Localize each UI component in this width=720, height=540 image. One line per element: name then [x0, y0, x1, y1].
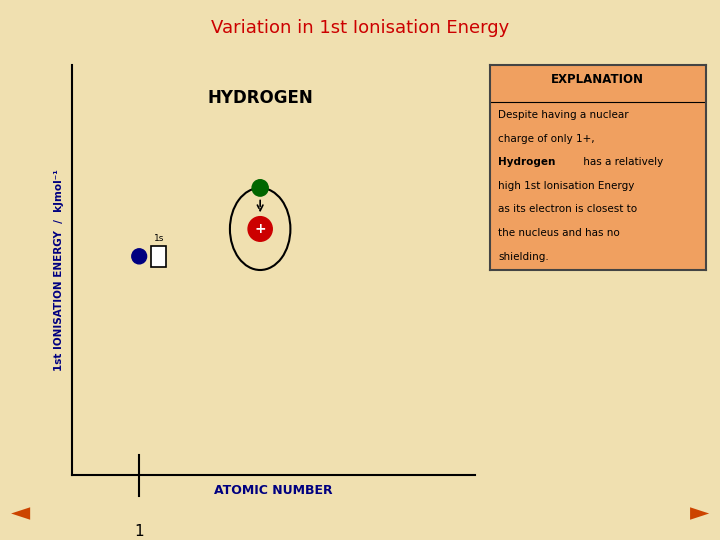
Text: Variation in 1st Ionisation Energy: Variation in 1st Ionisation Energy — [211, 19, 509, 37]
Text: 1: 1 — [135, 524, 144, 539]
FancyBboxPatch shape — [151, 246, 166, 267]
X-axis label: ATOMIC NUMBER: ATOMIC NUMBER — [215, 483, 333, 497]
Y-axis label: 1st IONISATION ENERGY  /  kJmol⁻¹: 1st IONISATION ENERGY / kJmol⁻¹ — [54, 169, 63, 371]
Circle shape — [132, 249, 147, 264]
Text: charge of only 1+,: charge of only 1+, — [498, 133, 595, 144]
Circle shape — [248, 217, 272, 241]
Circle shape — [252, 180, 269, 196]
Text: 1s: 1s — [153, 234, 164, 244]
Text: ◄: ◄ — [11, 501, 30, 525]
Text: Despite having a nuclear: Despite having a nuclear — [498, 110, 629, 120]
Text: Hydrogen: Hydrogen — [498, 157, 556, 167]
Text: the nucleus and has no: the nucleus and has no — [498, 228, 620, 238]
Text: EXPLANATION: EXPLANATION — [551, 73, 644, 86]
Text: as its electron is closest to: as its electron is closest to — [498, 204, 637, 214]
Text: shielding.: shielding. — [498, 252, 549, 261]
Text: has a relatively: has a relatively — [580, 157, 664, 167]
Text: +: + — [254, 222, 266, 236]
Text: high 1st Ionisation Energy: high 1st Ionisation Energy — [498, 181, 634, 191]
Text: ►: ► — [690, 501, 709, 525]
Text: HYDROGEN: HYDROGEN — [207, 89, 313, 107]
